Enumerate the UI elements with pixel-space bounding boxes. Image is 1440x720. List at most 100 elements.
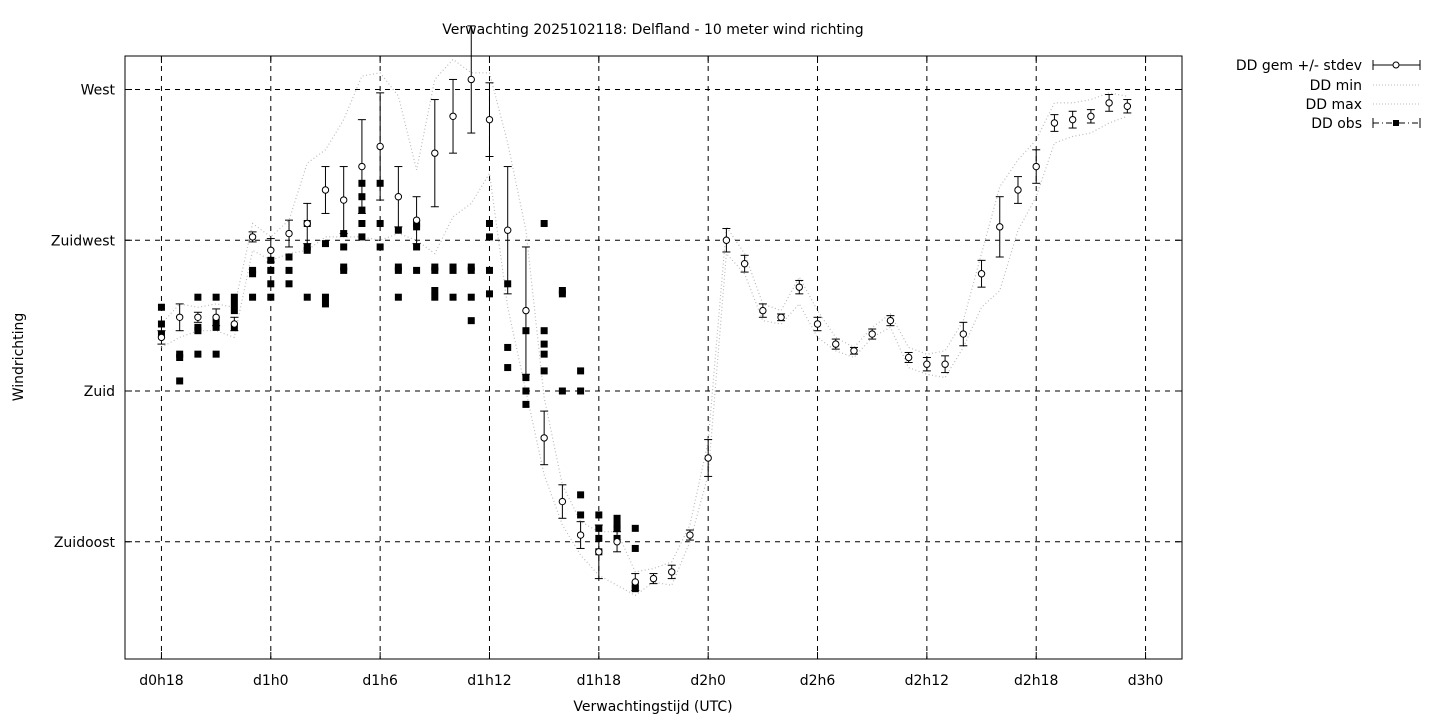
dd-mean-point xyxy=(230,320,239,328)
dd-mean-series xyxy=(157,25,1132,591)
dd-obs-marker xyxy=(485,220,493,227)
dd-obs-marker xyxy=(540,340,548,348)
dd-mean-point xyxy=(504,226,512,234)
dd-mean-point xyxy=(1032,162,1040,171)
dd-mean-point xyxy=(795,283,803,291)
dd-obs-marker xyxy=(595,511,603,519)
dd-obs-marker xyxy=(540,220,548,227)
dd-mean-point xyxy=(813,320,822,328)
dd-obs-marker xyxy=(176,350,184,358)
y-tick-label: West xyxy=(81,83,116,99)
x-axis-label: Verwachtingstijd (UTC) xyxy=(573,699,732,715)
y-axis-label: Windrichting xyxy=(11,313,27,402)
dd-mean-point xyxy=(175,313,184,321)
legend-label-obs: DD obs xyxy=(1311,116,1362,132)
dd-mean-point xyxy=(212,313,220,321)
dd-min-line xyxy=(161,115,1128,597)
dd-mean-point xyxy=(157,333,166,342)
dd-mean-point xyxy=(941,360,949,368)
y-tick-labels: West Zuidwest Zuid Zuidoost xyxy=(51,83,116,551)
dd-obs-marker xyxy=(577,367,585,375)
dd-mean-point xyxy=(649,574,658,583)
dd-mean-point xyxy=(194,313,202,321)
dd-mean-point xyxy=(285,229,293,238)
dd-obs-marker xyxy=(394,293,402,301)
dd-obs-marker xyxy=(613,514,621,522)
dd-obs-marker xyxy=(467,263,475,271)
legend-label-mean: DD gem +/- stdev xyxy=(1236,58,1362,74)
dd-obs-marker xyxy=(321,240,329,248)
dd-obs-marker xyxy=(230,300,238,308)
dd-obs-marker xyxy=(631,524,639,532)
dd-mean-point xyxy=(1014,186,1022,194)
dd-obs-marker xyxy=(540,327,548,335)
dd-obs-marker xyxy=(340,263,348,271)
dd-mean-point xyxy=(485,115,494,124)
dd-obs-marker xyxy=(577,491,585,499)
x-tick-label: d2h12 xyxy=(905,673,949,689)
dd-obs-marker xyxy=(485,233,493,241)
dd-mean-point xyxy=(686,531,694,539)
x-tick-label: d1h12 xyxy=(467,673,511,689)
plot-frame xyxy=(124,55,1183,660)
dd-mean-point xyxy=(267,246,275,255)
dd-mean-point xyxy=(321,186,330,194)
legend-swatch-obs xyxy=(1372,118,1421,128)
legend-swatch-mean xyxy=(1372,60,1421,70)
dd-obs-marker xyxy=(358,220,366,227)
dd-obs-marker xyxy=(485,290,493,298)
dd-obs-marker xyxy=(212,323,220,331)
dd-mean-point xyxy=(996,223,1004,231)
y-tick-label: Zuidwest xyxy=(51,233,116,249)
dd-mean-point xyxy=(412,216,421,224)
dd-mean-point xyxy=(522,306,530,315)
dd-obs-marker xyxy=(230,293,238,301)
dd-mean-point xyxy=(1105,99,1113,107)
dd-obs-marker xyxy=(449,293,457,301)
dd-mean-point xyxy=(1087,112,1095,121)
x-tick-label: d1h6 xyxy=(362,673,398,689)
dd-obs-marker xyxy=(413,243,421,251)
dd-mean-point xyxy=(722,236,731,244)
dd-obs-marker xyxy=(376,220,384,227)
dd-obs-marker xyxy=(485,266,493,274)
dd-mean-point xyxy=(303,219,311,228)
x-tick-label: d0h18 xyxy=(139,673,183,689)
dd-obs-series xyxy=(157,179,639,593)
dd-mean-point xyxy=(850,347,858,355)
legend-label-max: DD max xyxy=(1305,97,1362,113)
dd-obs-marker xyxy=(212,293,220,301)
dd-mean-point xyxy=(248,233,257,241)
dd-mean-point xyxy=(558,497,567,506)
dd-obs-marker xyxy=(431,293,439,301)
dd-mean-point xyxy=(959,330,968,338)
dd-obs-marker xyxy=(194,350,202,358)
x-tick-label: d1h18 xyxy=(577,673,621,689)
dd-mean-point xyxy=(759,306,767,315)
dd-obs-marker xyxy=(522,387,530,395)
dd-obs-marker xyxy=(577,387,585,395)
dd-mean-point xyxy=(467,75,475,84)
x-tick-label: d2h0 xyxy=(690,673,726,689)
x-tick-label: d3h0 xyxy=(1128,673,1164,689)
dd-obs-marker xyxy=(413,266,421,274)
dd-obs-marker xyxy=(431,287,439,294)
dd-mean-point xyxy=(668,568,676,576)
dd-obs-marker xyxy=(504,364,512,372)
dd-obs-marker xyxy=(303,243,311,251)
dd-mean-point xyxy=(576,531,585,539)
dd-mean-point xyxy=(923,360,931,368)
x-tick-label: d2h6 xyxy=(800,673,836,689)
dd-mean-point xyxy=(1123,102,1132,110)
dd-obs-marker xyxy=(467,317,475,325)
dd-obs-marker xyxy=(394,226,402,234)
dd-obs-marker xyxy=(321,293,329,301)
legend: DD gem +/- stdev DD min DD max DD obs xyxy=(1236,58,1421,132)
dd-obs-marker xyxy=(285,266,293,274)
dd-obs-marker xyxy=(358,233,366,241)
dd-obs-marker xyxy=(522,374,530,382)
dd-obs-marker xyxy=(194,293,202,301)
dd-obs-marker xyxy=(577,511,585,519)
dd-obs-marker xyxy=(285,253,293,261)
dd-obs-marker xyxy=(540,367,548,375)
